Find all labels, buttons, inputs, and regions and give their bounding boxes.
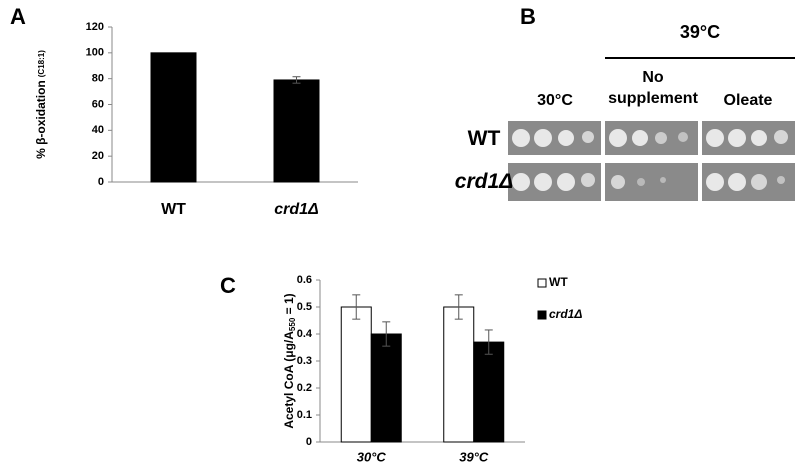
bar [473,341,505,443]
y-tick-label: 40 [92,124,104,136]
y-axis-label-text: Acetyl CoA (μg/A [282,331,296,429]
y-tick-label: 0.2 [297,382,312,394]
y-tick-label: 0.3 [297,355,312,367]
y-tick-label: 0.4 [297,328,313,340]
y-axis-label-end: = 1) [282,293,296,317]
y-tick-label: 0.1 [297,409,312,421]
y-axis-label-text: % β-oxidation [34,80,48,159]
y-tick-label: 20 [92,150,104,162]
y-tick-label: 0.6 [297,274,312,286]
y-axis-label: Acetyl CoA (μg/A550 = 1) [282,293,297,428]
bar [370,333,402,443]
y-tick-label: 100 [86,47,104,59]
x-tick-label: crd1Δ [274,201,319,218]
strain-label: crd1Δ [454,170,514,193]
condition-label: Oleate [723,92,773,109]
legend-swatch [537,310,547,320]
x-tick-label: 39°C [459,449,489,464]
y-tick-label: 60 [92,98,104,110]
bar [150,52,197,183]
y-tick-label: 0.5 [297,301,312,313]
panel-label: B [520,4,536,29]
strain-label: WT [467,127,501,150]
bar [443,306,475,443]
condition-label: No supplement [608,69,698,107]
x-tick-label: WT [161,201,186,218]
legend-label: crd1Δ [549,307,582,321]
y-axis-label: % β-oxidation (C18:1) [34,50,48,159]
legend-swatch [537,278,547,288]
panel-label: A [10,4,26,29]
bar [340,306,372,443]
x-tick-label: 30°C [357,449,387,464]
y-tick-label: 80 [92,73,104,85]
bar [273,79,320,183]
legend-label: WT [549,275,568,289]
spot-assay-plates [508,57,795,201]
y-axis-label-sub: 550 [288,317,297,331]
condition-label: 30°C [537,92,573,109]
y-axis-label-note: (C18:1) [37,50,46,77]
y-tick-label: 0 [306,436,312,448]
panel-label: C [220,273,236,298]
y-tick-label: 120 [86,21,104,33]
temperature-label: 39°C [679,22,721,42]
y-tick-label: 0 [98,176,104,188]
